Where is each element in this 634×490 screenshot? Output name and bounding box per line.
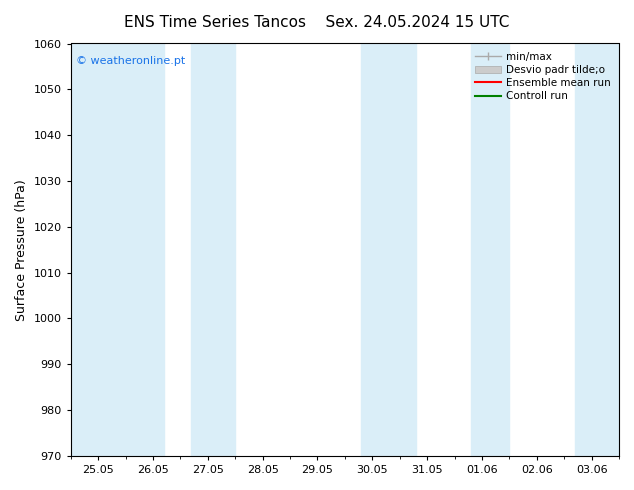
Bar — [361, 44, 416, 456]
Bar — [191, 44, 235, 456]
Bar — [71, 44, 164, 456]
Y-axis label: Surface Pressure (hPa): Surface Pressure (hPa) — [15, 179, 28, 320]
Bar — [471, 44, 509, 456]
Text: © weatheronline.pt: © weatheronline.pt — [76, 56, 185, 66]
Text: ENS Time Series Tancos    Sex. 24.05.2024 15 UTC: ENS Time Series Tancos Sex. 24.05.2024 1… — [124, 15, 510, 30]
Bar — [575, 44, 619, 456]
Legend: min/max, Desvio padr tilde;o, Ensemble mean run, Controll run: min/max, Desvio padr tilde;o, Ensemble m… — [472, 49, 614, 104]
